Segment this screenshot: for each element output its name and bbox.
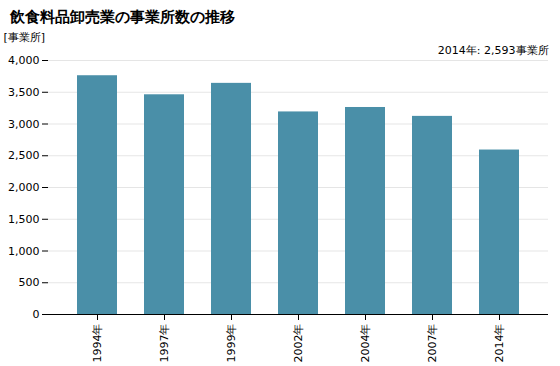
svg-text:500: 500 (19, 276, 40, 289)
svg-text:4,000: 4,000 (8, 54, 40, 67)
svg-text:[事業所]: [事業所] (4, 31, 46, 44)
svg-text:2004年: 2004年 (359, 324, 372, 363)
svg-text:2,000: 2,000 (8, 181, 40, 194)
svg-text:1,000: 1,000 (8, 245, 40, 258)
svg-text:1999年: 1999年 (225, 324, 238, 363)
svg-text:2007年: 2007年 (426, 324, 439, 363)
svg-text:3,500: 3,500 (8, 86, 40, 99)
svg-text:1997年: 1997年 (158, 324, 171, 363)
svg-text:3,000: 3,000 (8, 118, 40, 131)
svg-text:1994年: 1994年 (91, 324, 104, 363)
svg-text:1,500: 1,500 (8, 213, 40, 226)
svg-text:0: 0 (33, 308, 40, 321)
svg-text:2014年: 2,593事業所: 2014年: 2,593事業所 (438, 44, 549, 57)
svg-text:2014年: 2014年 (493, 324, 506, 363)
svg-text:2002年: 2002年 (292, 324, 305, 363)
svg-text:2,500: 2,500 (8, 149, 40, 162)
html-text:飲食料品卸売業の事業所数の推移: 飲食料品卸売業の事業所数の推移 (10, 8, 235, 26)
